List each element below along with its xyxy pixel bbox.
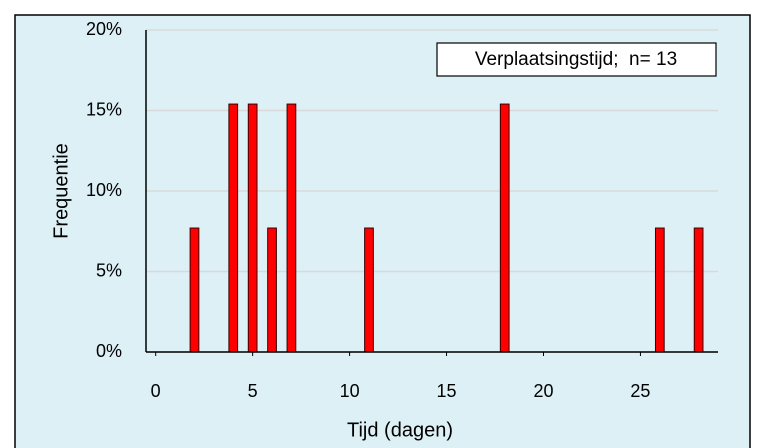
- x-axis-label: Tijd (dagen): [347, 419, 453, 441]
- x-tick-label: 10: [340, 381, 360, 401]
- x-tick-label: 5: [248, 381, 258, 401]
- bar: [693, 227, 704, 353]
- y-tick-label: 0%: [96, 341, 122, 361]
- y-tick-label: 20%: [86, 19, 122, 39]
- y-tick-label: 5%: [96, 260, 122, 280]
- x-tick-label: 0: [151, 381, 161, 401]
- y-axis-label: Frequentie: [50, 143, 72, 239]
- bar: [654, 227, 665, 353]
- bar: [499, 103, 510, 353]
- legend-box: [436, 42, 717, 77]
- bar: [189, 227, 200, 353]
- bar: [286, 103, 297, 353]
- x-tick-label: 25: [630, 381, 650, 401]
- bar: [267, 227, 277, 353]
- annotation: Verplaatsingstijd; n= 13: [475, 49, 677, 70]
- bar: [364, 227, 374, 353]
- x-tick-label: 15: [437, 381, 457, 401]
- y-tick-label: 10%: [86, 180, 122, 200]
- bar: [247, 103, 258, 353]
- bar: [228, 103, 239, 353]
- x-tick-label: 20: [533, 381, 553, 401]
- chart-background: [14, 14, 751, 448]
- y-tick-label: 15%: [86, 99, 122, 119]
